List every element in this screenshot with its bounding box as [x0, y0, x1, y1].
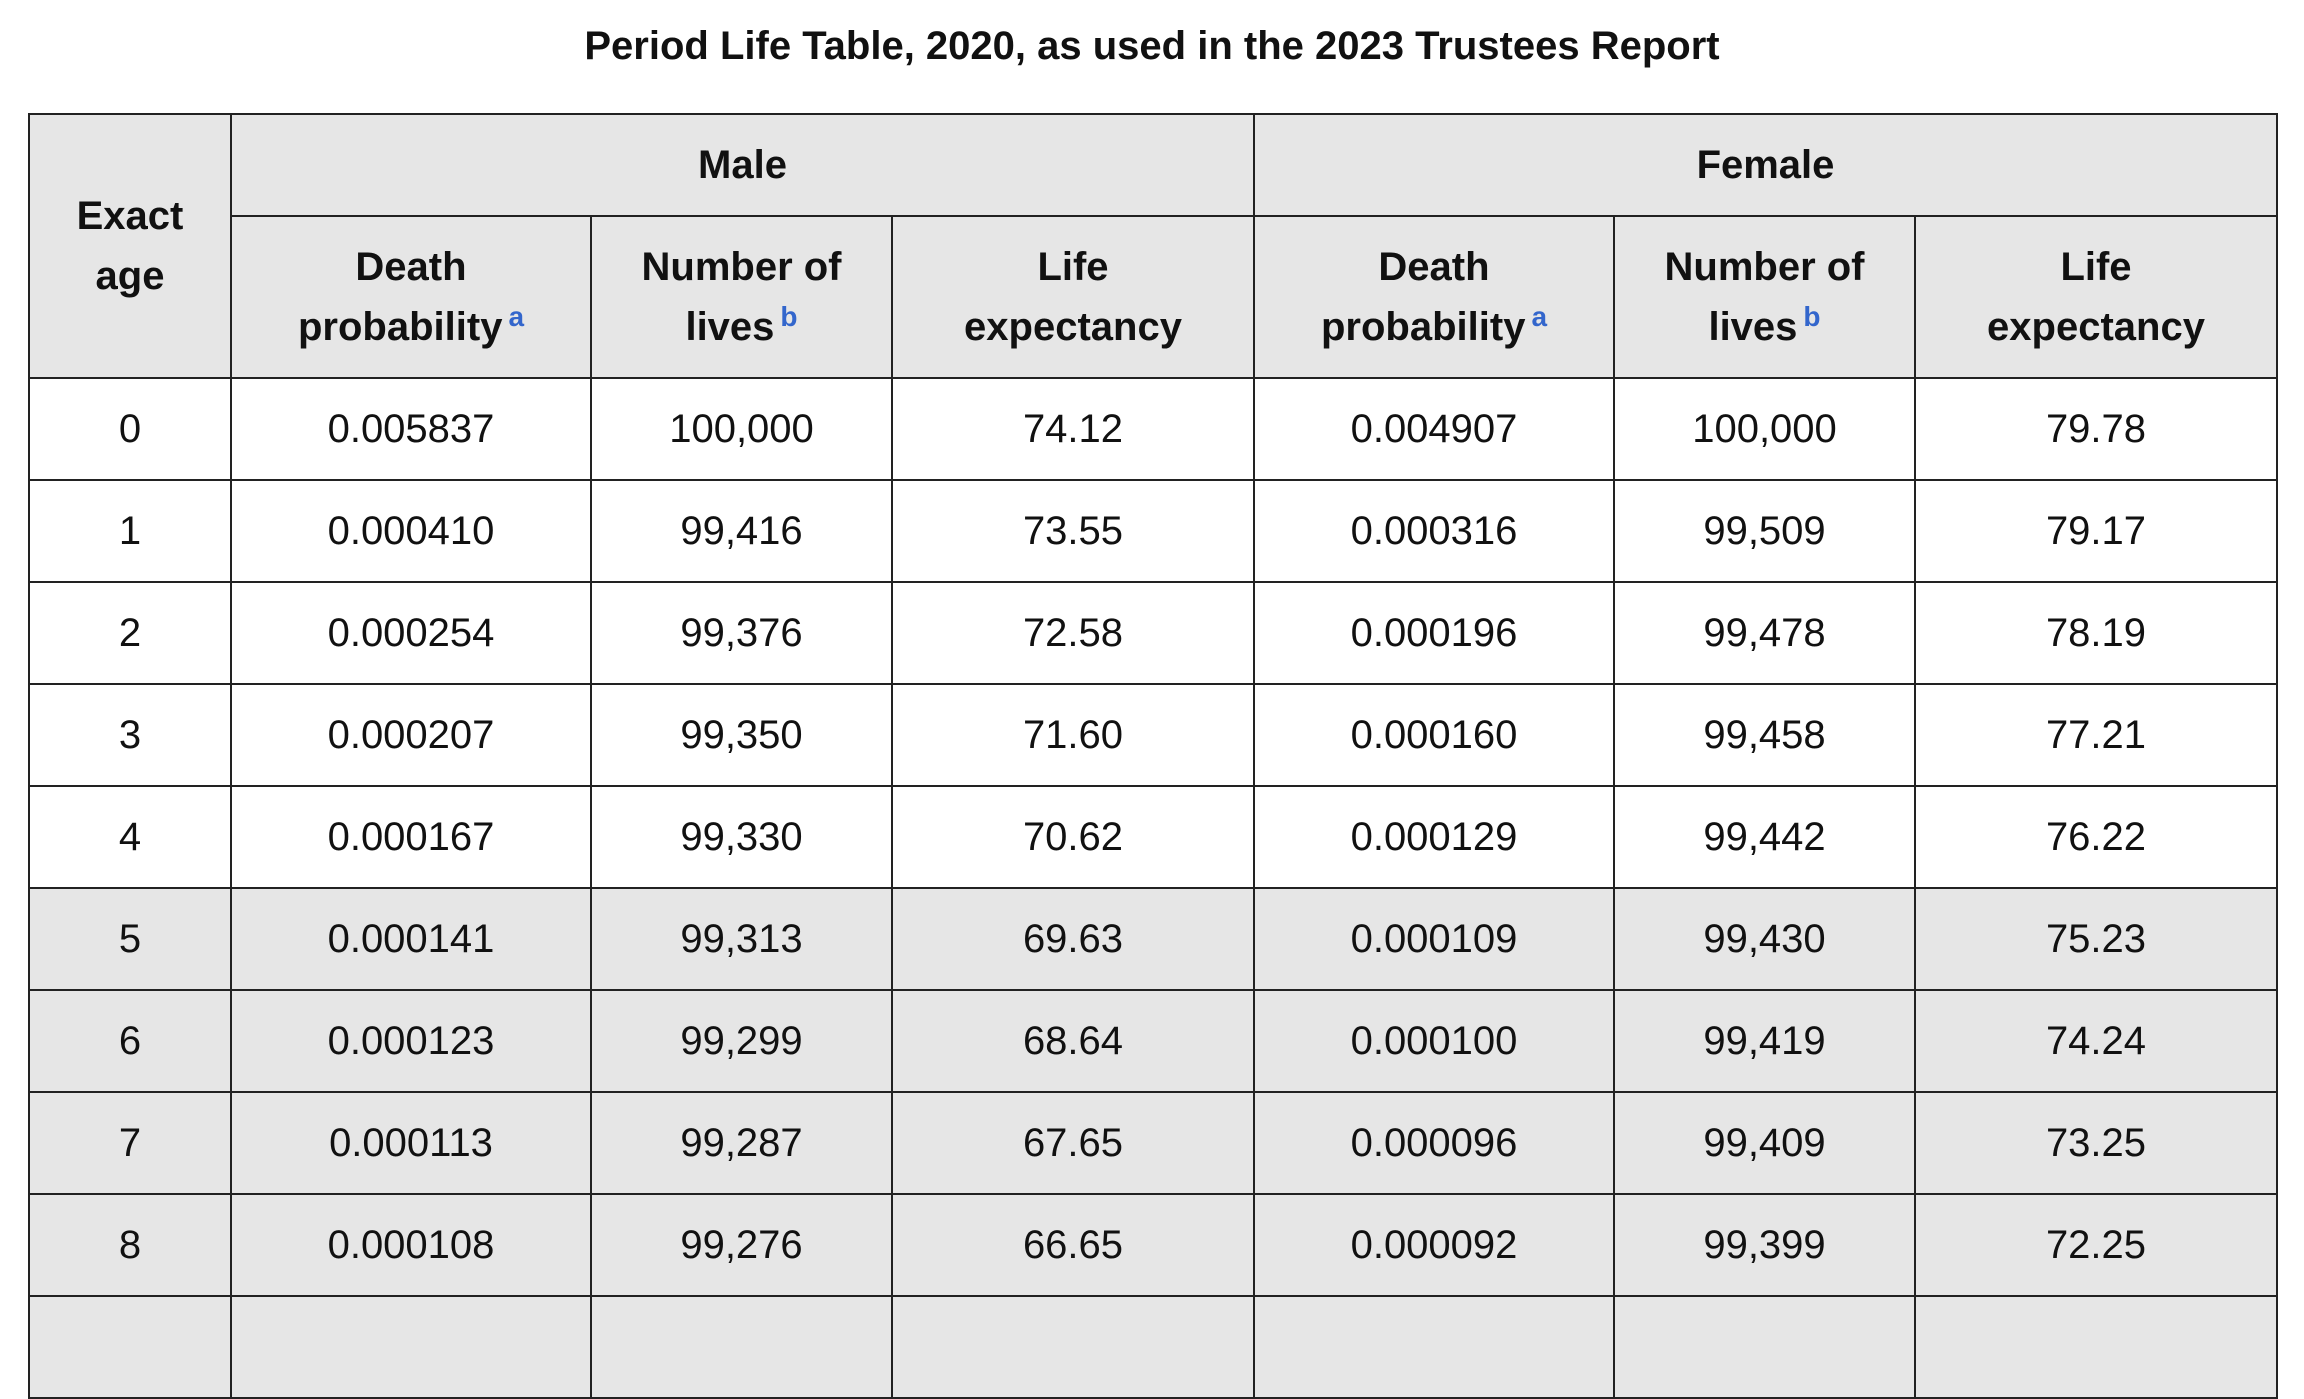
cell-exact-age: 5	[28, 887, 232, 991]
cell-female-death-probability: 0.000100	[1253, 989, 1615, 1093]
footnote-link-b[interactable]: b	[1803, 300, 1821, 332]
cell-male-life-expectancy: 69.63	[891, 887, 1255, 991]
cell-female-death-probability: 0.004907	[1253, 377, 1615, 481]
cell-exact-age: 0	[28, 377, 232, 481]
header-sub-row: Death probability a Number of lives b Life…	[29, 215, 2278, 379]
cell-female-death-probability: 0.000160	[1253, 683, 1615, 787]
cell-male-death-probability: 0.000254	[230, 581, 592, 685]
life-table: Exact age Male Female Death probability a…	[28, 113, 2278, 1399]
table-body: 0 0.005837 100,000 74.12 0.004907 100,000 79.7…	[28, 377, 2278, 1399]
header-female-number-of-lives: Number of lives b	[1613, 215, 1916, 379]
cell-male-number-of-lives: 99,350	[590, 683, 893, 787]
cell-exact-age: 4	[28, 785, 232, 889]
cell-male-death-probability: 0.000207	[230, 683, 592, 787]
cell-female-number-of-lives: 99,409	[1613, 1091, 1916, 1195]
cell-male-death-probability: 0.000108	[230, 1193, 592, 1297]
cell-exact-age: 8	[28, 1193, 232, 1297]
table-row: 2 0.000254 99,376 72.58 0.000196 99,478 78.19	[28, 581, 2278, 685]
cell-female-death-probability: 0.000316	[1253, 479, 1615, 583]
cell-male-life-expectancy: 71.60	[891, 683, 1255, 787]
header-exact-age: Exact age	[28, 113, 232, 379]
cell-female-death-probability: 0.000109	[1253, 887, 1615, 991]
header-group-row: Exact age Male Female	[28, 113, 2278, 379]
cell-female-life-expectancy: 75.23	[1914, 887, 2278, 991]
cell-male-life-expectancy: 72.58	[891, 581, 1255, 685]
cell-male-number-of-lives	[590, 1295, 893, 1399]
cell-exact-age: 7	[28, 1091, 232, 1195]
cell-male-number-of-lives: 99,313	[590, 887, 893, 991]
cell-female-death-probability: 0.000196	[1253, 581, 1615, 685]
cell-female-death-probability: 0.000092	[1253, 1193, 1615, 1297]
footnote-link-a[interactable]: a	[508, 300, 525, 332]
cell-female-number-of-lives: 99,442	[1613, 785, 1916, 889]
cell-male-number-of-lives: 99,330	[590, 785, 893, 889]
table-row	[28, 1295, 2278, 1399]
cell-female-life-expectancy: 72.25	[1914, 1193, 2278, 1297]
cell-male-number-of-lives: 99,376	[590, 581, 893, 685]
cell-female-number-of-lives: 99,399	[1613, 1193, 1916, 1297]
cell-male-life-expectancy	[891, 1295, 1255, 1399]
table-row: 1 0.000410 99,416 73.55 0.000316 99,509 79.17	[28, 479, 2278, 583]
cell-male-life-expectancy: 70.62	[891, 785, 1255, 889]
cell-female-number-of-lives	[1613, 1295, 1916, 1399]
cell-exact-age	[28, 1295, 232, 1399]
cell-male-death-probability: 0.005837	[230, 377, 592, 481]
cell-female-death-probability: 0.000096	[1253, 1091, 1615, 1195]
header-male: Male	[230, 113, 1255, 217]
table-row: 6 0.000123 99,299 68.64 0.000100 99,419 74.24	[28, 989, 2278, 1093]
cell-female-number-of-lives: 99,419	[1613, 989, 1916, 1093]
cell-female-life-expectancy: 74.24	[1914, 989, 2278, 1093]
page-title: Period Life Table, 2020, as used in the …	[584, 24, 1720, 68]
cell-female-life-expectancy	[1914, 1295, 2278, 1399]
cell-exact-age: 2	[28, 581, 232, 685]
cell-male-life-expectancy: 66.65	[891, 1193, 1255, 1297]
header-male-death-probability: Death probability a	[230, 215, 592, 379]
cell-female-life-expectancy: 77.21	[1914, 683, 2278, 787]
cell-female-life-expectancy: 79.78	[1914, 377, 2278, 481]
cell-female-death-probability: 0.000129	[1253, 785, 1615, 889]
header-female: Female	[1253, 113, 2278, 217]
header-female-death-probability: Death probability a	[1253, 215, 1615, 379]
header-male-number-of-lives: Number of lives b	[590, 215, 893, 379]
footnote-link-a[interactable]: a	[1531, 300, 1548, 332]
cell-male-death-probability: 0.000141	[230, 887, 592, 991]
cell-female-number-of-lives: 99,478	[1613, 581, 1916, 685]
cell-male-number-of-lives: 99,276	[590, 1193, 893, 1297]
cell-female-number-of-lives: 99,430	[1613, 887, 1916, 991]
table-row: 5 0.000141 99,313 69.63 0.000109 99,430 75.23	[28, 887, 2278, 991]
cell-female-life-expectancy: 76.22	[1914, 785, 2278, 889]
cell-male-death-probability: 0.000410	[230, 479, 592, 583]
cell-female-number-of-lives: 99,458	[1613, 683, 1916, 787]
cell-male-number-of-lives: 99,287	[590, 1091, 893, 1195]
cell-male-number-of-lives: 100,000	[590, 377, 893, 481]
cell-male-life-expectancy: 73.55	[891, 479, 1255, 583]
cell-exact-age: 6	[28, 989, 232, 1093]
cell-male-death-probability: 0.000167	[230, 785, 592, 889]
footnote-link-b[interactable]: b	[780, 300, 798, 332]
header-female-life-expectancy: Life expectancy	[1914, 215, 2278, 379]
cell-female-death-probability	[1253, 1295, 1615, 1399]
table-row: 3 0.000207 99,350 71.60 0.000160 99,458 77.21	[28, 683, 2278, 787]
cell-male-life-expectancy: 74.12	[891, 377, 1255, 481]
cell-male-death-probability: 0.000123	[230, 989, 592, 1093]
cell-female-life-expectancy: 73.25	[1914, 1091, 2278, 1195]
table-row: 8 0.000108 99,276 66.65 0.000092 99,399 72.25	[28, 1193, 2278, 1297]
table-row: 7 0.000113 99,287 67.65 0.000096 99,409 73.25	[28, 1091, 2278, 1195]
table-row: 4 0.000167 99,330 70.62 0.000129 99,442 76.22	[28, 785, 2278, 889]
table-row: 0 0.005837 100,000 74.12 0.004907 100,000 79.7…	[28, 377, 2278, 481]
cell-exact-age: 1	[28, 479, 232, 583]
cell-male-death-probability	[230, 1295, 592, 1399]
cell-male-number-of-lives: 99,299	[590, 989, 893, 1093]
cell-male-death-probability: 0.000113	[230, 1091, 592, 1195]
header-male-life-expectancy: Life expectancy	[891, 215, 1255, 379]
cell-male-life-expectancy: 68.64	[891, 989, 1255, 1093]
cell-male-number-of-lives: 99,416	[590, 479, 893, 583]
cell-female-life-expectancy: 79.17	[1914, 479, 2278, 583]
cell-exact-age: 3	[28, 683, 232, 787]
cell-female-number-of-lives: 100,000	[1613, 377, 1916, 481]
cell-female-life-expectancy: 78.19	[1914, 581, 2278, 685]
cell-male-life-expectancy: 67.65	[891, 1091, 1255, 1195]
cell-female-number-of-lives: 99,509	[1613, 479, 1916, 583]
